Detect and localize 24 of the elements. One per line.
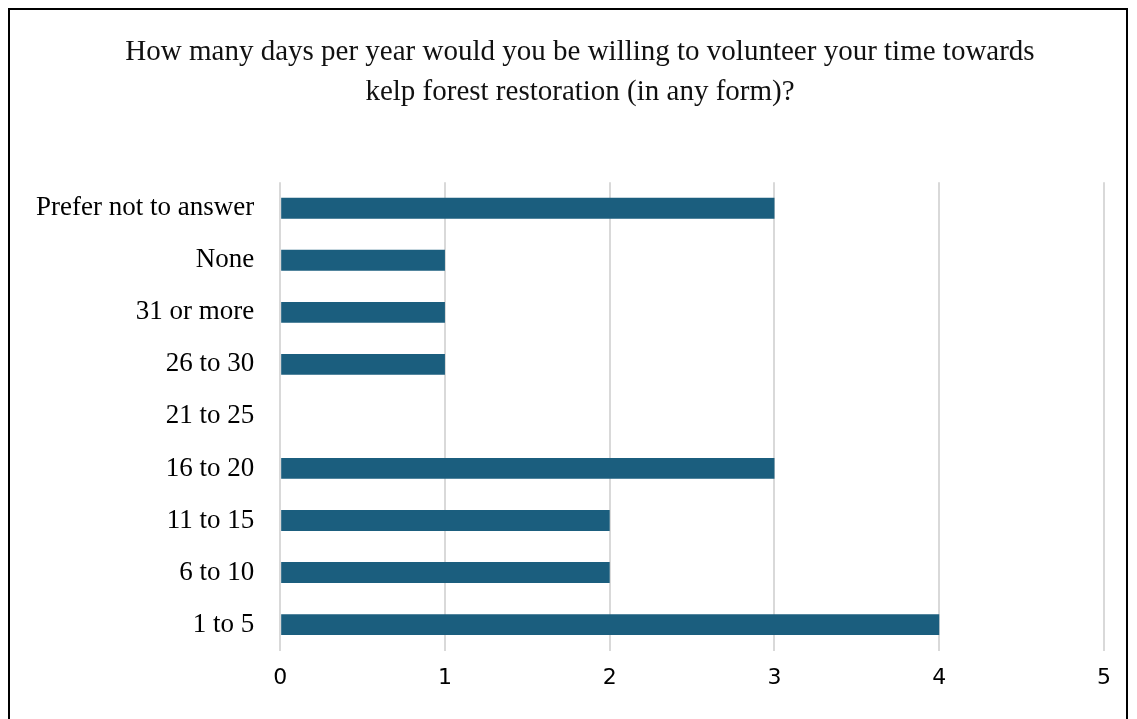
bar bbox=[281, 353, 445, 375]
y-tick-label: 11 to 15 bbox=[166, 503, 255, 534]
bar bbox=[281, 562, 610, 583]
y-tick-label: Prefer not to answer bbox=[35, 191, 255, 222]
x-tick-label: 3 bbox=[767, 663, 782, 689]
bar bbox=[281, 301, 445, 323]
x-tick-label: 0 bbox=[273, 663, 288, 689]
y-tick-label: 21 to 25 bbox=[165, 399, 255, 430]
y-tick-label: 1 to 5 bbox=[192, 607, 255, 638]
bar bbox=[281, 510, 610, 531]
x-tick-label: 4 bbox=[932, 663, 947, 689]
bar bbox=[281, 614, 940, 635]
x-tick-label: 5 bbox=[1097, 663, 1111, 689]
bar bbox=[281, 249, 445, 271]
y-tick-label: 26 to 30 bbox=[165, 347, 255, 378]
chart-title: How many days per year would you be willing to volunteer your time towards kelp forest restoration (in any form)? bbox=[124, 33, 1036, 108]
y-tick-label: 16 to 20 bbox=[165, 451, 255, 482]
bar bbox=[281, 197, 775, 219]
bar bbox=[281, 458, 775, 479]
x-tick-label: 2 bbox=[602, 663, 617, 689]
y-tick-label: None bbox=[195, 243, 255, 274]
y-tick-label: 31 or more bbox=[135, 295, 255, 326]
x-tick-label: 1 bbox=[437, 663, 452, 689]
y-tick-label: 6 to 10 bbox=[179, 555, 255, 586]
